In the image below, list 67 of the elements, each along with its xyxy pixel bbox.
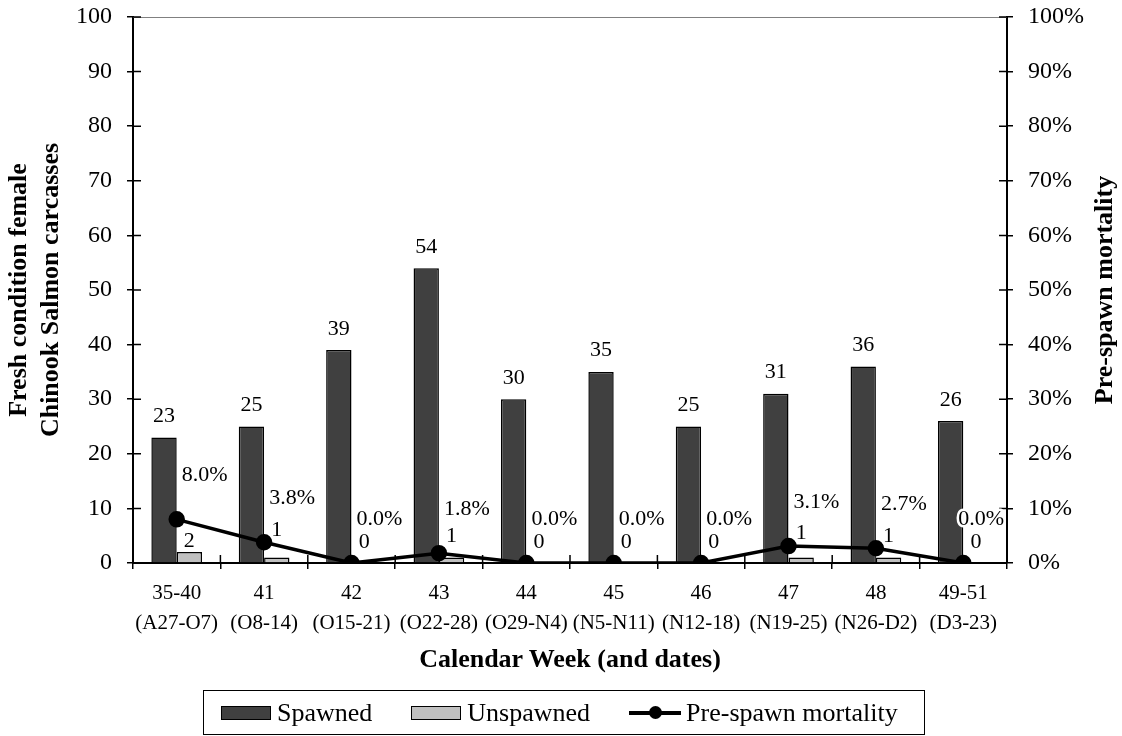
data-label: 0.0% [706,504,753,530]
data-label: 1 [446,522,458,548]
data-label: 26 [939,385,962,411]
y2-tick-label: 20% [1028,439,1072,466]
x-axis-title: Calendar Week (and dates) [419,644,721,674]
x-tick-label: 42 (O15-21) [312,579,391,635]
data-label: 25 [240,391,263,416]
data-label: 35 [590,336,613,362]
x-tick-label: 45 (N5-N11) [572,579,655,635]
data-label: 0.0% [531,504,578,530]
y-tick-label: 90 [88,56,112,83]
y2-axis-title: Pre-spawn mortality [1088,175,1119,405]
data-label: 1 [795,518,807,544]
data-label: 0.0% [618,504,665,530]
x-tick-label: 48 (N26-D2) [834,579,918,635]
data-label: 0 [970,527,982,553]
data-label: 1.8% [443,494,490,520]
y2-tick-label: 30% [1028,384,1072,411]
y2-tick-label: 90% [1028,56,1072,83]
x-tick-label: 43 (O22-28) [399,579,478,635]
y2-tick-label: 0% [1028,548,1060,575]
data-label: 2 [183,526,195,552]
data-label: 0 [533,527,545,553]
data-label: 2.7% [880,489,927,515]
data-label: 0 [358,527,370,553]
x-tick-label: 46 (N12-18) [662,579,741,635]
y-tick-label: 100 [76,2,112,29]
data-label: 3.1% [793,487,840,513]
legend-label: Pre-spawn mortality [686,697,898,728]
data-label: 0 [708,527,720,553]
x-tick-label: 35-40 (A27-O7) [135,579,219,635]
y-tick-label: 70 [88,166,112,193]
y-tick-label: 40 [88,329,112,356]
data-label: 23 [153,401,176,427]
data-label: 30 [502,363,525,389]
y2-tick-label: 60% [1028,220,1072,247]
data-label: 31 [764,358,787,384]
x-tick-label: 44 (O29-N4) [484,579,568,635]
y-tick-label: 10 [88,493,112,520]
y2-tick-label: 10% [1028,493,1072,520]
data-label: 54 [415,232,438,258]
data-label: 1 [271,516,283,542]
data-label: 25 [677,391,700,416]
data-label: 36 [852,330,875,356]
y2-tick-label: 70% [1028,166,1072,193]
y-tick-label: 50 [88,275,112,302]
x-tick-label: 41 (O8-14) [230,579,298,635]
y-tick-label: 30 [88,384,112,411]
data-label: 39 [327,314,350,340]
data-label: 1 [883,522,895,548]
y2-tick-label: 100% [1028,2,1084,29]
legend-label: Unspawned [467,697,591,728]
data-label: 8.0% [181,460,228,486]
y-axis-title: Fresh condition female Chinook Salmon carcasses [3,142,64,438]
legend-label: Spawned [277,697,373,728]
y-tick-label: 0 [100,548,112,575]
data-label: 3.8% [269,483,316,509]
data-label: 0 [620,527,632,553]
y-tick-label: 20 [88,439,112,466]
x-tick-label: 49-51 (D3-23) [929,579,998,635]
y-tick-label: 80 [88,111,112,138]
y2-tick-label: 50% [1028,275,1072,302]
x-tick-label: 47 (N19-25) [749,579,828,635]
y2-tick-label: 80% [1028,111,1072,138]
y2-tick-label: 40% [1028,329,1072,356]
data-label: 0.0% [356,504,403,530]
y-tick-label: 60 [88,220,112,247]
